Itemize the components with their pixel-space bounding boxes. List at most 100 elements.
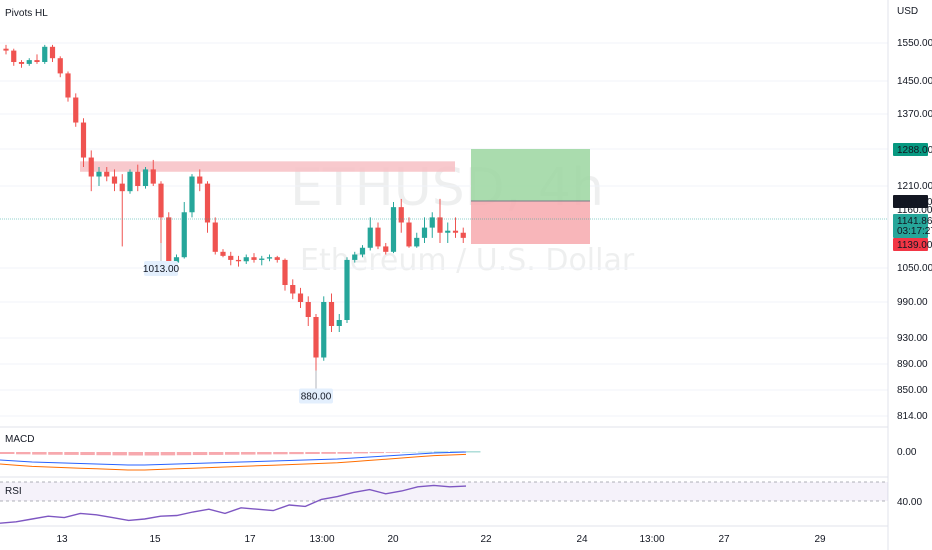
time-tick: 22: [480, 534, 492, 545]
macd-pane: [0, 451, 481, 471]
macd-title[interactable]: MACD: [5, 434, 34, 445]
macd-bar: [241, 452, 256, 455]
candle[interactable]: [220, 249, 226, 258]
rsi-pane: [0, 484, 467, 524]
candles-layer[interactable]: [3, 44, 466, 371]
candle[interactable]: [150, 159, 156, 186]
candle[interactable]: [383, 242, 389, 255]
candle[interactable]: [73, 93, 79, 127]
candle[interactable]: [49, 44, 56, 62]
candle[interactable]: [437, 198, 443, 243]
candle[interactable]: [189, 174, 195, 218]
candle[interactable]: [452, 217, 459, 238]
candle[interactable]: [282, 258, 288, 291]
time-tick: 15: [149, 534, 161, 545]
macd-bar: [401, 452, 417, 453]
candle[interactable]: [359, 245, 366, 258]
candle[interactable]: [11, 48, 17, 66]
macd-bar: [273, 452, 288, 455]
last-price-tag[interactable]: 1181.00: [893, 195, 932, 208]
pivot-label: 1013.00: [143, 242, 180, 276]
zone-take-profit[interactable]: [471, 149, 590, 201]
candle[interactable]: [266, 254, 273, 262]
candle[interactable]: [414, 232, 420, 248]
rsi-band: [0, 482, 888, 501]
macd-bar: [305, 452, 320, 454]
candle[interactable]: [119, 174, 125, 247]
price-axis[interactable]: 1550.00 1450.00 1370.00 1210.00 1050.00 990.0…: [893, 38, 932, 422]
candle[interactable]: [80, 118, 87, 168]
candle[interactable]: [398, 198, 404, 233]
macd-bar: [353, 452, 368, 454]
candle[interactable]: [243, 254, 249, 264]
candle[interactable]: [166, 212, 172, 268]
price-tick: 1550.00: [897, 38, 932, 49]
candle[interactable]: [181, 202, 187, 259]
candle[interactable]: [406, 217, 412, 248]
candle[interactable]: [65, 71, 71, 102]
rsi-title[interactable]: RSI: [5, 486, 22, 497]
candle[interactable]: [367, 217, 373, 251]
time-tick: 27: [718, 534, 730, 545]
zone-resistance[interactable]: [80, 161, 455, 172]
candle[interactable]: [42, 44, 48, 64]
price-tick: 1050.00: [897, 263, 932, 274]
candle[interactable]: [197, 169, 203, 192]
target-price-tag-text: 1288.00: [897, 145, 932, 156]
candle[interactable]: [321, 296, 327, 361]
candle[interactable]: [274, 255, 280, 263]
pivot-label-text: 880.00: [301, 392, 332, 403]
stop-price-tag[interactable]: 1139.00: [893, 238, 932, 251]
candle[interactable]: [34, 54, 40, 64]
price-tick: 850.00: [897, 385, 928, 396]
candle[interactable]: [26, 58, 32, 66]
macd-bar: [192, 452, 208, 456]
macd-bar: [385, 452, 401, 453]
candle[interactable]: [336, 314, 342, 332]
macd-axis-label: 0.00: [897, 447, 917, 458]
candle[interactable]: [390, 202, 397, 254]
candle[interactable]: [127, 169, 133, 194]
candle[interactable]: [290, 279, 296, 300]
candle[interactable]: [305, 296, 311, 326]
candle[interactable]: [212, 217, 218, 255]
candle[interactable]: [297, 287, 304, 308]
candle[interactable]: [375, 222, 381, 250]
candle[interactable]: [57, 56, 63, 78]
candle[interactable]: [142, 167, 149, 189]
candle[interactable]: [235, 255, 242, 267]
time-tick: 13:00: [309, 534, 334, 545]
candle[interactable]: [344, 257, 350, 323]
macd-bar: [224, 452, 240, 455]
candle[interactable]: [313, 314, 319, 371]
target-price-tag[interactable]: 1288.00: [893, 143, 932, 156]
time-axis[interactable]: 13 15 17 13:00 20 22 24 13:00 27 29: [56, 534, 826, 545]
candle[interactable]: [328, 293, 335, 333]
countdown-text: 03:17:27: [897, 226, 932, 237]
candle[interactable]: [445, 222, 451, 243]
zone-stop-loss[interactable]: [471, 201, 590, 244]
candle[interactable]: [228, 251, 234, 266]
candle[interactable]: [3, 44, 9, 55]
pivot-labels-layer: 1013.00 880.00: [143, 242, 333, 404]
candle[interactable]: [460, 227, 466, 243]
candle[interactable]: [421, 217, 428, 243]
candle[interactable]: [352, 251, 358, 263]
candle[interactable]: [135, 164, 141, 192]
rsi-axis-label: 40.00: [897, 497, 922, 508]
candle[interactable]: [259, 255, 265, 266]
candle[interactable]: [158, 181, 164, 243]
current-price-tag-text: 1141.86: [897, 216, 932, 227]
time-tick: 20: [387, 534, 399, 545]
candle[interactable]: [104, 167, 110, 182]
candle[interactable]: [204, 181, 211, 233]
candle[interactable]: [96, 167, 102, 186]
indicator-title[interactable]: Pivots HL: [5, 8, 48, 19]
candle[interactable]: [111, 169, 118, 192]
candle[interactable]: [429, 212, 435, 238]
candle[interactable]: [18, 60, 25, 68]
candle[interactable]: [88, 150, 94, 192]
candle[interactable]: [251, 253, 257, 263]
